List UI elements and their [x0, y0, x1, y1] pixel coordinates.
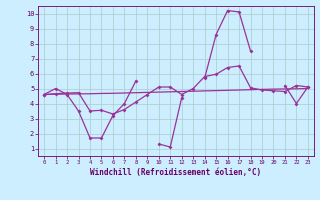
X-axis label: Windchill (Refroidissement éolien,°C): Windchill (Refroidissement éolien,°C) [91, 168, 261, 177]
